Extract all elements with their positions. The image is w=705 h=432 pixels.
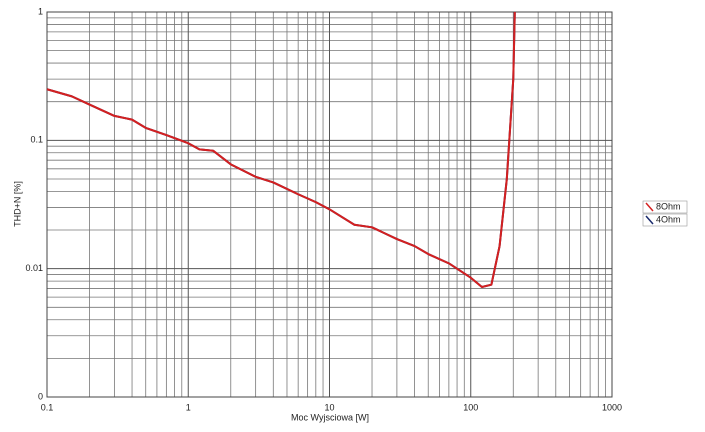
plot-frame xyxy=(46,11,613,398)
y-tick-label: 1 xyxy=(38,6,43,16)
x-axis-label: Moc Wyjsciowa [W] xyxy=(291,412,369,422)
y-tick-label: 0.01 xyxy=(25,263,43,273)
legend-box xyxy=(642,213,688,227)
line-series xyxy=(46,11,516,288)
legend-swatch xyxy=(645,215,654,225)
legend-label: 4Ohm xyxy=(656,214,681,224)
legend-box xyxy=(642,200,688,214)
y-tick-label: 0.1 xyxy=(30,135,43,145)
legend-label: 8Ohm xyxy=(656,201,681,211)
x-tick-label: 1 xyxy=(186,402,191,412)
x-tick-label: 100 xyxy=(463,402,478,412)
y-axis-label: THD+N [%] xyxy=(12,181,22,227)
x-tick-label: 10 xyxy=(324,402,334,412)
legend-swatch xyxy=(645,202,654,212)
x-tick-label: 0.1 xyxy=(41,402,54,412)
x-tick-label: 1000 xyxy=(602,402,622,412)
y-tick-label: 0 xyxy=(38,391,43,401)
line-series xyxy=(46,11,516,288)
